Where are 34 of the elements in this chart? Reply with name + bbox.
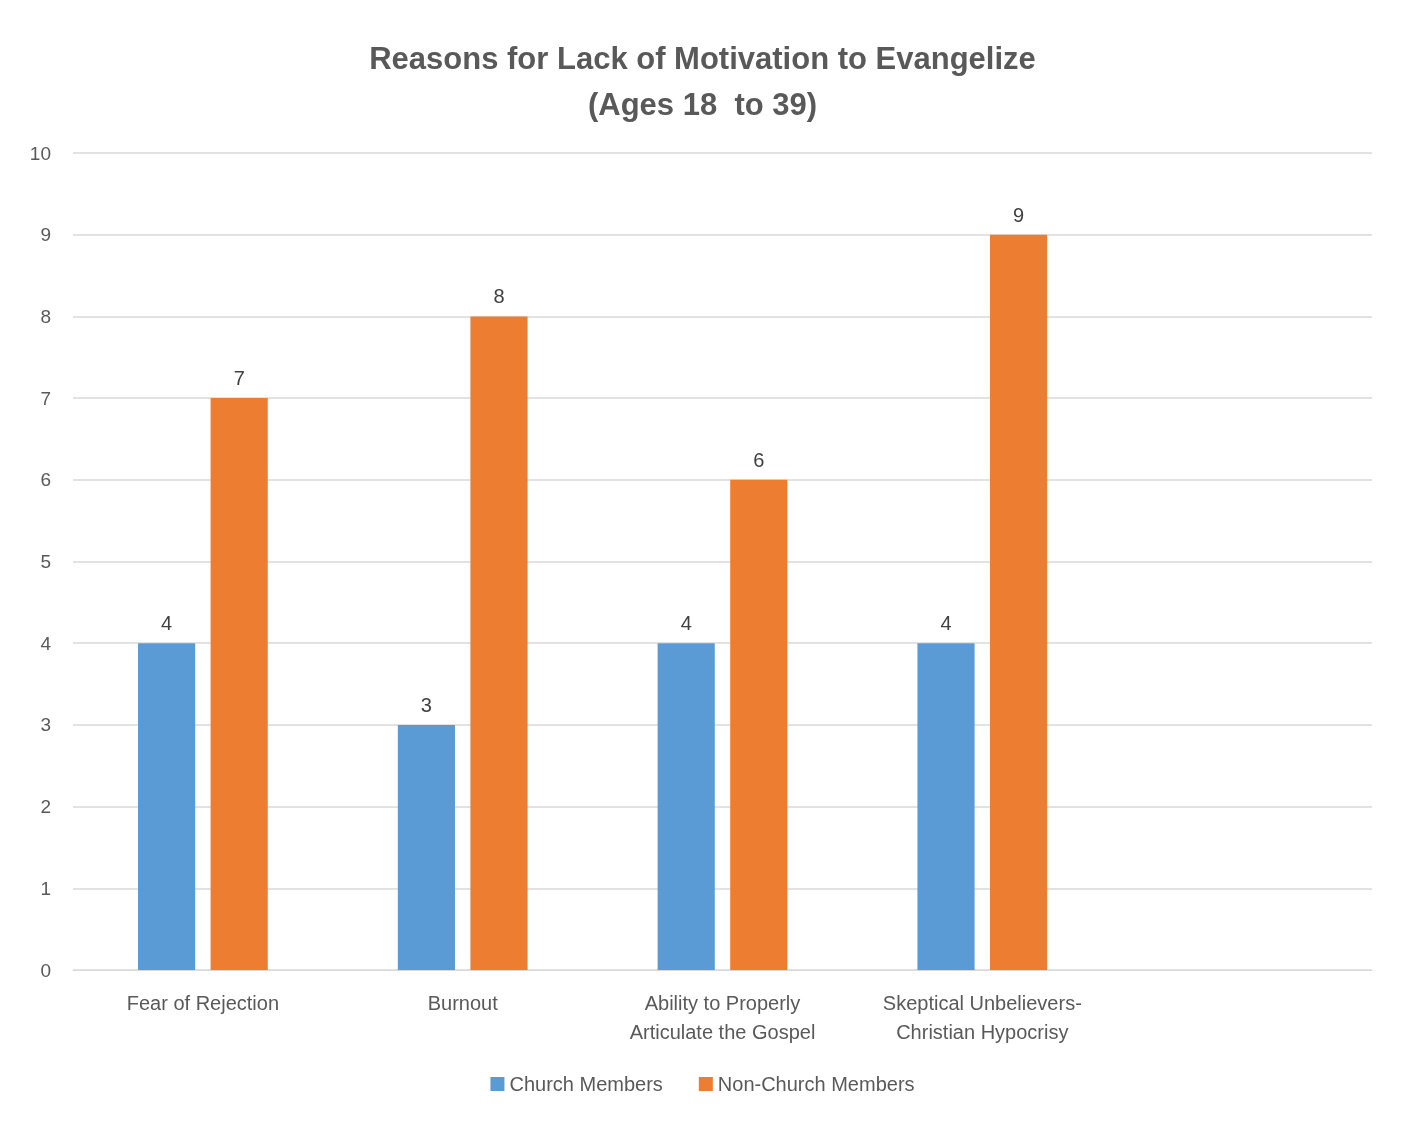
data-label: 9 xyxy=(1013,203,1025,226)
bar xyxy=(470,316,528,970)
y-tick-label: 9 xyxy=(40,224,51,246)
bar xyxy=(990,234,1048,970)
chart-title: Reasons for Lack of Motivation to Evangelize (Ages 18 to 39) xyxy=(369,40,1036,122)
data-label: 7 xyxy=(233,367,245,390)
y-tick-label: 6 xyxy=(40,469,51,491)
data-label: 8 xyxy=(493,285,505,308)
data-label: 4 xyxy=(161,612,173,635)
data-label: 6 xyxy=(753,448,765,471)
y-tick-label: 1 xyxy=(40,877,51,899)
y-tick-label: 0 xyxy=(40,959,51,981)
y-tick-label: 3 xyxy=(40,714,51,736)
data-label: 4 xyxy=(680,612,692,635)
x-tick-label: Ability to Properly Articulate the Gospel xyxy=(629,991,816,1043)
y-tick-label: 10 xyxy=(29,142,51,164)
bar xyxy=(397,724,455,970)
bar xyxy=(210,398,268,970)
y-tick-label: 8 xyxy=(40,305,51,327)
x-tick-label: Skeptical Unbelievers- Christian Hypocrisy xyxy=(882,991,1082,1043)
data-label: 3 xyxy=(420,693,432,716)
data-label: 4 xyxy=(940,612,952,635)
y-tick-label: 2 xyxy=(40,796,51,818)
bar xyxy=(730,479,788,970)
y-tick-label: 7 xyxy=(40,387,51,409)
y-tick-label: 4 xyxy=(40,632,52,654)
x-tick-label: Burnout xyxy=(427,991,499,1014)
legend-label: Church Members xyxy=(509,1073,663,1095)
bar xyxy=(138,643,196,970)
bar xyxy=(657,643,715,970)
y-tick-label: 5 xyxy=(40,551,51,572)
x-tick-label: Fear of Rejection xyxy=(126,991,280,1014)
legend-label: Non-Church Members xyxy=(717,1073,915,1095)
bar xyxy=(917,643,975,970)
